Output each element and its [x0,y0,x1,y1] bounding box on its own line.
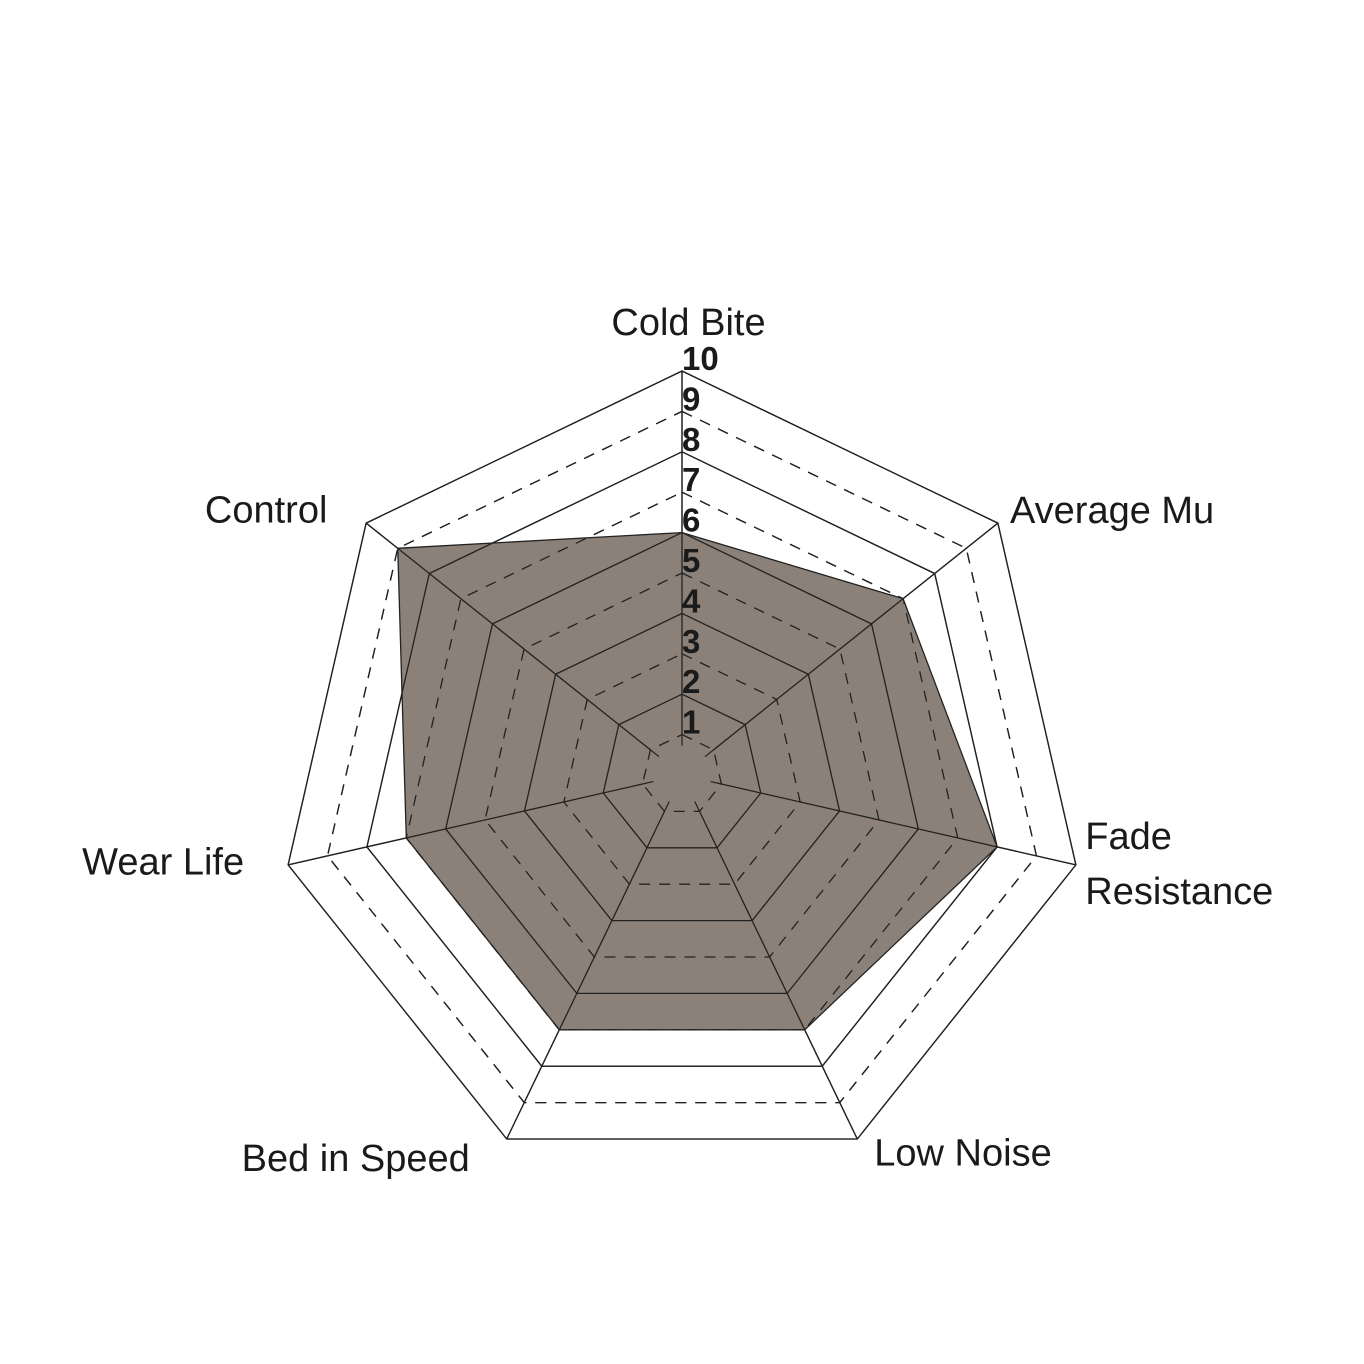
svg-text:2: 2 [682,663,700,700]
svg-text:8: 8 [682,421,700,458]
svg-text:Fade: Fade [1085,816,1172,858]
svg-text:Average Mu: Average Mu [1010,490,1214,532]
svg-text:1: 1 [682,704,700,741]
svg-text:7: 7 [682,461,700,498]
svg-text:Bed in Speed: Bed in Speed [242,1138,470,1180]
svg-text:4: 4 [682,582,701,619]
svg-text:Low Noise: Low Noise [874,1133,1051,1175]
svg-text:6: 6 [682,502,700,539]
svg-text:Resistance: Resistance [1085,871,1273,913]
svg-text:10: 10 [682,340,719,377]
svg-text:Cold Bite: Cold Bite [611,302,765,344]
svg-text:9: 9 [682,380,700,417]
svg-text:Wear Life: Wear Life [82,842,244,884]
svg-text:3: 3 [682,623,700,660]
svg-text:5: 5 [682,542,700,579]
svg-text:Control: Control [205,490,328,532]
